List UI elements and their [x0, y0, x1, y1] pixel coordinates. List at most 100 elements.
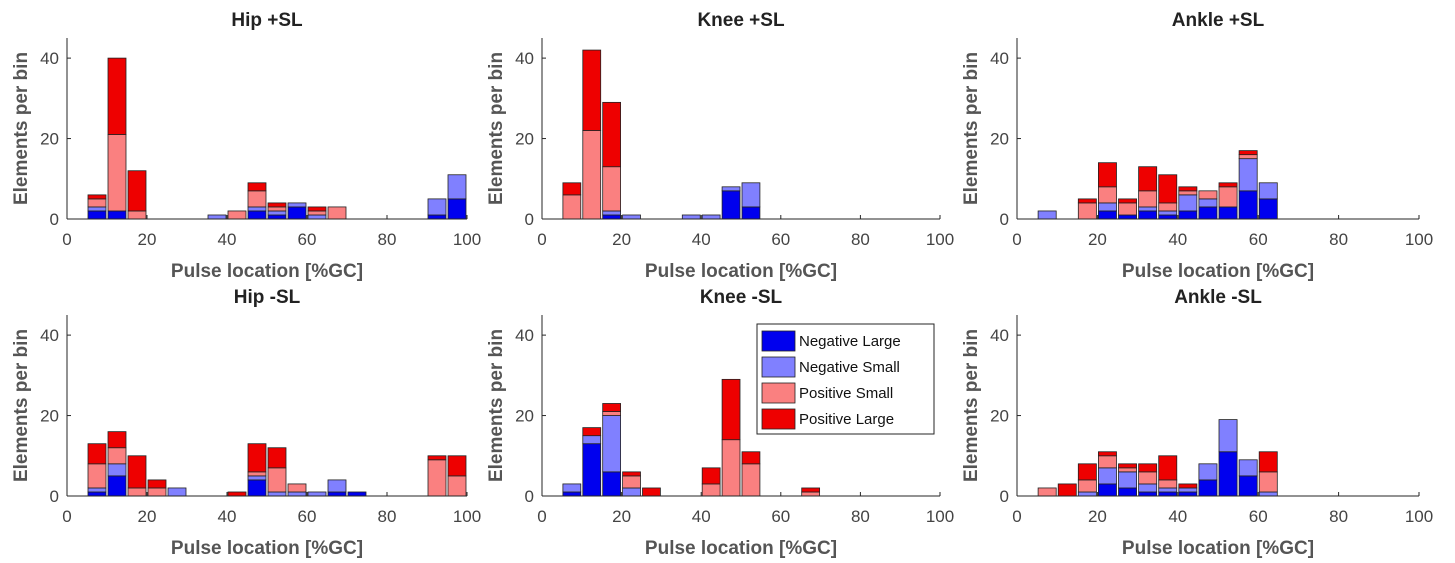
- bar-segment: [721, 190, 741, 220]
- bar-segment: [1037, 210, 1057, 220]
- bar-segment: [247, 210, 267, 220]
- bar-segment: [1238, 459, 1258, 477]
- bar-segment: [447, 198, 467, 220]
- bar-segment: [107, 210, 127, 220]
- bar-segment: [1077, 479, 1097, 493]
- bar-segment: [1158, 174, 1178, 204]
- bar-segment: [127, 210, 147, 220]
- bar-segment: [347, 491, 367, 497]
- x-axis-label: Pulse location [%GC]: [645, 261, 837, 282]
- x-tick-label: 0: [537, 230, 546, 249]
- x-tick-label: 100: [453, 230, 481, 249]
- x-tick-label: 0: [62, 230, 71, 249]
- bar-segment: [721, 378, 741, 441]
- bar-segment: [447, 174, 467, 200]
- bar-segment: [1138, 166, 1158, 192]
- bar-segment: [1258, 198, 1278, 220]
- bar-segment: [127, 487, 147, 497]
- bar-segment: [287, 206, 307, 220]
- bar-segment: [622, 475, 641, 489]
- bar-segment: [307, 214, 327, 220]
- y-tick-label: 0: [1000, 487, 1009, 506]
- chart-panel-6: 0 20 40 60 80 100 0 20 40 Ankle -SL Pulse location…: [961, 287, 1433, 559]
- bar-segment: [1118, 463, 1137, 469]
- bar-segment: [1118, 467, 1137, 473]
- bar-segment: [1238, 190, 1258, 220]
- bar-segment: [287, 202, 307, 208]
- bar-segment: [741, 463, 761, 497]
- bar-segment: [167, 487, 187, 497]
- bar-segment: [1118, 471, 1137, 489]
- y-tick-label: 20: [990, 130, 1009, 149]
- bar-segment: [1178, 483, 1198, 489]
- x-tick-label: 0: [1012, 230, 1021, 249]
- bar-segment: [1138, 471, 1158, 485]
- bar-segment: [1198, 198, 1218, 208]
- x-tick-label: 60: [298, 507, 317, 526]
- bar-segment: [721, 186, 741, 192]
- bar-segment: [1037, 487, 1057, 497]
- chart-title: Knee -SL: [700, 287, 783, 308]
- x-axis-label: Pulse location [%GC]: [1122, 261, 1314, 282]
- bar-segment: [247, 190, 267, 208]
- y-axis-label: Elements per bin: [486, 329, 507, 482]
- bar-segment: [87, 206, 107, 212]
- bar-segment: [427, 214, 447, 220]
- bar-segment: [602, 166, 622, 212]
- bar-segment: [1138, 190, 1158, 208]
- x-tick-label: 80: [851, 507, 870, 526]
- x-tick-label: 60: [298, 230, 317, 249]
- bar-segment: [1258, 491, 1278, 497]
- bar-segment: [1138, 210, 1158, 220]
- y-tick-label: 0: [50, 487, 59, 506]
- bar-segment: [602, 415, 622, 473]
- bar-segment: [582, 49, 602, 131]
- chart-panel-3: 0 20 40 60 80 100 0 20 40 Ankle +SL Pulse location…: [961, 10, 1433, 282]
- x-axis-label: Pulse location [%GC]: [171, 261, 363, 282]
- bar-segment: [622, 214, 641, 220]
- x-tick-label: 0: [1012, 507, 1021, 526]
- bar-segment: [701, 214, 721, 220]
- bar-segment: [1198, 206, 1218, 220]
- bar-segment: [107, 447, 127, 465]
- legend: Negative Large Negative Small Positive Sma…: [756, 323, 935, 435]
- bar-segment: [1098, 202, 1117, 212]
- bar-segment: [1098, 186, 1117, 204]
- x-tick-label: 100: [453, 507, 481, 526]
- bar-segment: [602, 210, 622, 216]
- bar-segment: [1098, 483, 1117, 497]
- x-tick-label: 100: [926, 230, 954, 249]
- chart-panel-1: 0 20 40 60 80 100 0 20 40 Hip +SL Pulse location […: [11, 10, 481, 282]
- bar-segment: [307, 210, 327, 216]
- x-tick-label: 80: [1329, 507, 1348, 526]
- bar-segment: [562, 483, 582, 493]
- bar-segment: [107, 475, 127, 497]
- x-tick-label: 40: [1168, 507, 1187, 526]
- bar-segment: [602, 403, 622, 412]
- bar-segment: [127, 170, 147, 212]
- legend-item: Negative Large: [799, 333, 901, 350]
- bar-segment: [267, 202, 287, 208]
- bar-segment: [1178, 190, 1198, 196]
- bar-segment: [1138, 483, 1158, 493]
- x-tick-label: 100: [1405, 507, 1433, 526]
- bar-segment: [582, 130, 602, 220]
- x-tick-label: 40: [218, 230, 237, 249]
- chart-title: Hip +SL: [231, 10, 303, 31]
- bar-segment: [267, 206, 287, 212]
- bar-segment: [1178, 210, 1198, 220]
- bar-segment: [1218, 206, 1238, 220]
- bar-segment: [801, 487, 821, 493]
- bar-segment: [1138, 463, 1158, 473]
- bar-segment: [147, 487, 167, 497]
- bar-segment: [741, 182, 761, 208]
- bar-segment: [107, 57, 127, 135]
- bar-segment: [1198, 463, 1218, 481]
- x-tick-label: 60: [771, 507, 790, 526]
- bar-segment: [562, 182, 582, 196]
- y-tick-label: 40: [990, 49, 1009, 68]
- chart-title: Ankle +SL: [1172, 10, 1265, 31]
- x-tick-label: 80: [851, 230, 870, 249]
- bar-segment: [1118, 214, 1137, 220]
- bar-segment: [247, 182, 267, 192]
